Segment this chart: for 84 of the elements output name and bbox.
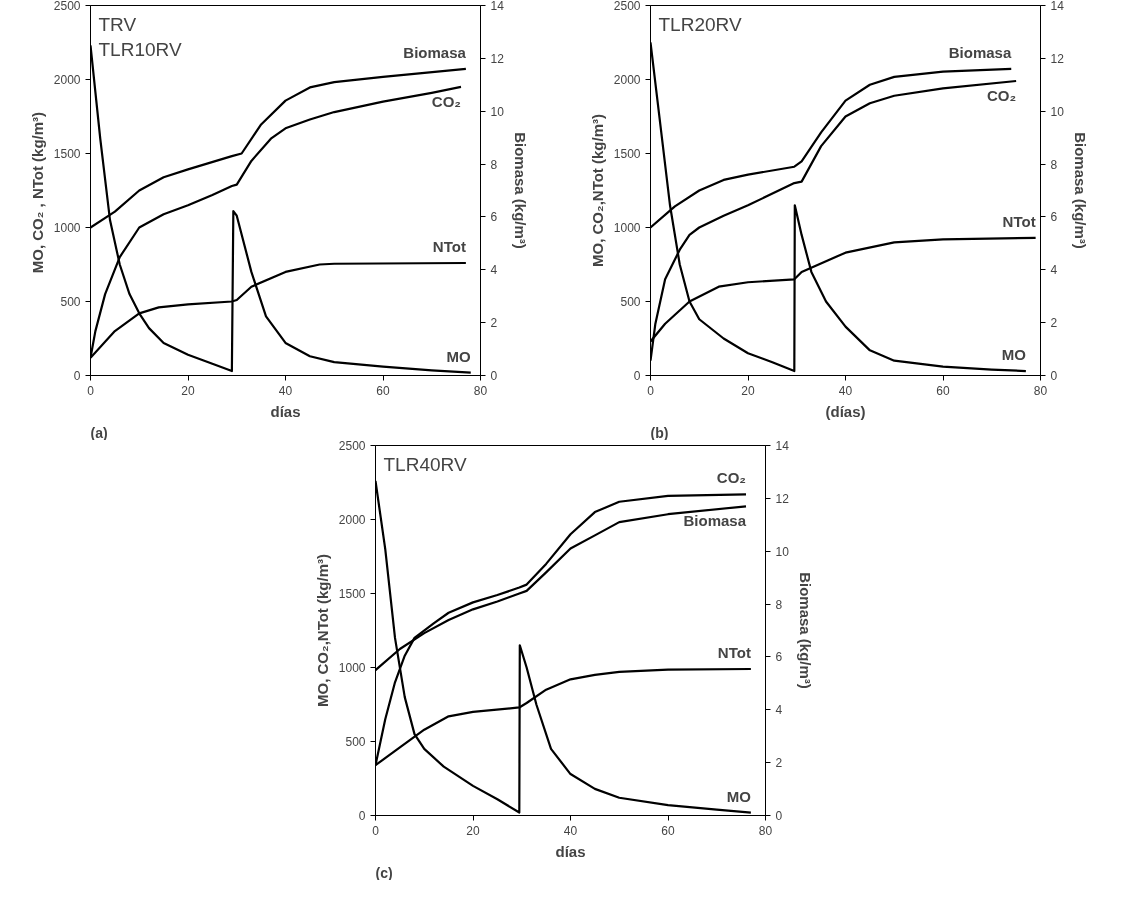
y-tick-label: 0 — [358, 809, 366, 823]
series-label: MO — [726, 787, 752, 805]
y-axis-title: MO, CO₂,NTot (kg/m³) — [588, 113, 606, 268]
x-tick-label: 80 — [473, 383, 488, 398]
x-tick-label: 80 — [758, 823, 773, 838]
x-tick-label: 60 — [376, 383, 390, 398]
text: TRV TLR10RV — [98, 13, 182, 60]
y2-tick-label: 4 — [1050, 263, 1058, 278]
x-tick-label: 0 — [87, 383, 95, 398]
text: (b) — [650, 424, 669, 441]
y2-tick-label: 10 — [1050, 104, 1065, 119]
y-tick-label: 500 — [60, 295, 81, 309]
y-tick-label: 0 — [633, 369, 641, 383]
x-tick-label: 20 — [181, 383, 195, 398]
y2-tick-label: 12 — [1050, 51, 1065, 66]
x-tick-label: 60 — [661, 823, 675, 838]
y-tick-label: 1000 — [338, 661, 366, 675]
y-tick-label: 1500 — [53, 147, 81, 161]
y-tick-label: 500 — [345, 735, 366, 749]
text: (a) — [90, 424, 108, 441]
y2-tick-label: 6 — [1050, 210, 1058, 225]
x-tick-label: 40 — [278, 383, 293, 398]
y-tick-label: 1000 — [613, 221, 641, 235]
series-label: Biomasa — [683, 512, 747, 530]
y2-tick-label: 14 — [775, 439, 790, 453]
chart-title: TLR20RV — [658, 13, 742, 35]
y-tick-label: 2000 — [613, 73, 641, 87]
y2-tick-label: 10 — [490, 104, 505, 119]
x-tick-label: 80 — [1033, 383, 1048, 398]
y2-tick-label: 0 — [490, 369, 498, 383]
x-tick-label: 0 — [372, 823, 380, 838]
y-tick-label: 2500 — [53, 0, 81, 13]
y2-tick-label: 10 — [775, 544, 790, 559]
series-label: Biomasa — [403, 43, 467, 61]
x-tick-label: 60 — [936, 383, 950, 398]
y2-tick-label: 0 — [1050, 369, 1058, 383]
series-label: Biomasa — [948, 43, 1012, 61]
y2-tick-label: 8 — [1050, 157, 1058, 172]
y-tick-label: 2000 — [338, 513, 366, 527]
series-label: CO₂ — [986, 86, 1017, 104]
y2-axis-title: Biomasa (kg/m³) — [511, 132, 529, 249]
x-tick-label: 0 — [647, 383, 655, 398]
series-label: NTot — [1002, 212, 1036, 230]
x-tick-label: 40 — [563, 823, 578, 838]
x-tick-label: 40 — [838, 383, 853, 398]
y-tick-label: 500 — [620, 295, 641, 309]
y2-tick-label: 0 — [775, 809, 783, 823]
y2-tick-label: 6 — [490, 210, 498, 225]
y-tick-label: 1500 — [613, 147, 641, 161]
y2-tick-label: 2 — [490, 316, 498, 331]
y-axis-title: MO, CO₂,NTot (kg/m³) — [313, 553, 331, 708]
y-tick-label: 2000 — [53, 73, 81, 87]
y2-tick-label: 4 — [490, 263, 498, 278]
y2-axis-title: Biomasa (kg/m³) — [796, 572, 814, 689]
series-label: MO — [446, 347, 472, 365]
y2-tick-label: 6 — [775, 650, 783, 665]
chart-title: TLR40RV — [383, 453, 467, 475]
x-axis-title: días — [270, 402, 301, 420]
y-tick-label: 2500 — [613, 0, 641, 13]
y2-tick-label: 14 — [490, 0, 505, 13]
series-label: CO₂ — [431, 92, 462, 110]
y2-tick-label: 8 — [775, 597, 783, 612]
x-tick-label: 20 — [741, 383, 755, 398]
y2-tick-label: 8 — [490, 157, 498, 172]
x-axis-title: (días) — [825, 402, 866, 420]
y-tick-label: 2500 — [338, 439, 366, 453]
y-tick-label: 1500 — [338, 587, 366, 601]
y-axis-title: MO, CO₂ , NTot (kg/m³) — [28, 111, 46, 274]
x-axis-title: días — [555, 842, 586, 860]
y2-tick-label: 14 — [1050, 0, 1065, 13]
series-label: NTot — [717, 643, 751, 661]
y2-tick-label: 12 — [775, 491, 790, 506]
y2-tick-label: 2 — [1050, 316, 1058, 331]
text: (c) — [375, 864, 393, 881]
y2-tick-label: 2 — [775, 756, 783, 771]
y2-axis-title: Biomasa (kg/m³) — [1071, 132, 1089, 249]
y-tick-label: 1000 — [53, 221, 81, 235]
x-tick-label: 20 — [466, 823, 480, 838]
series-label: CO₂ — [716, 469, 747, 487]
y2-tick-label: 4 — [775, 703, 783, 718]
series-label: MO — [1001, 346, 1027, 364]
series-label: NTot — [432, 238, 466, 256]
y-tick-label: 0 — [73, 369, 81, 383]
y2-tick-label: 12 — [490, 51, 505, 66]
